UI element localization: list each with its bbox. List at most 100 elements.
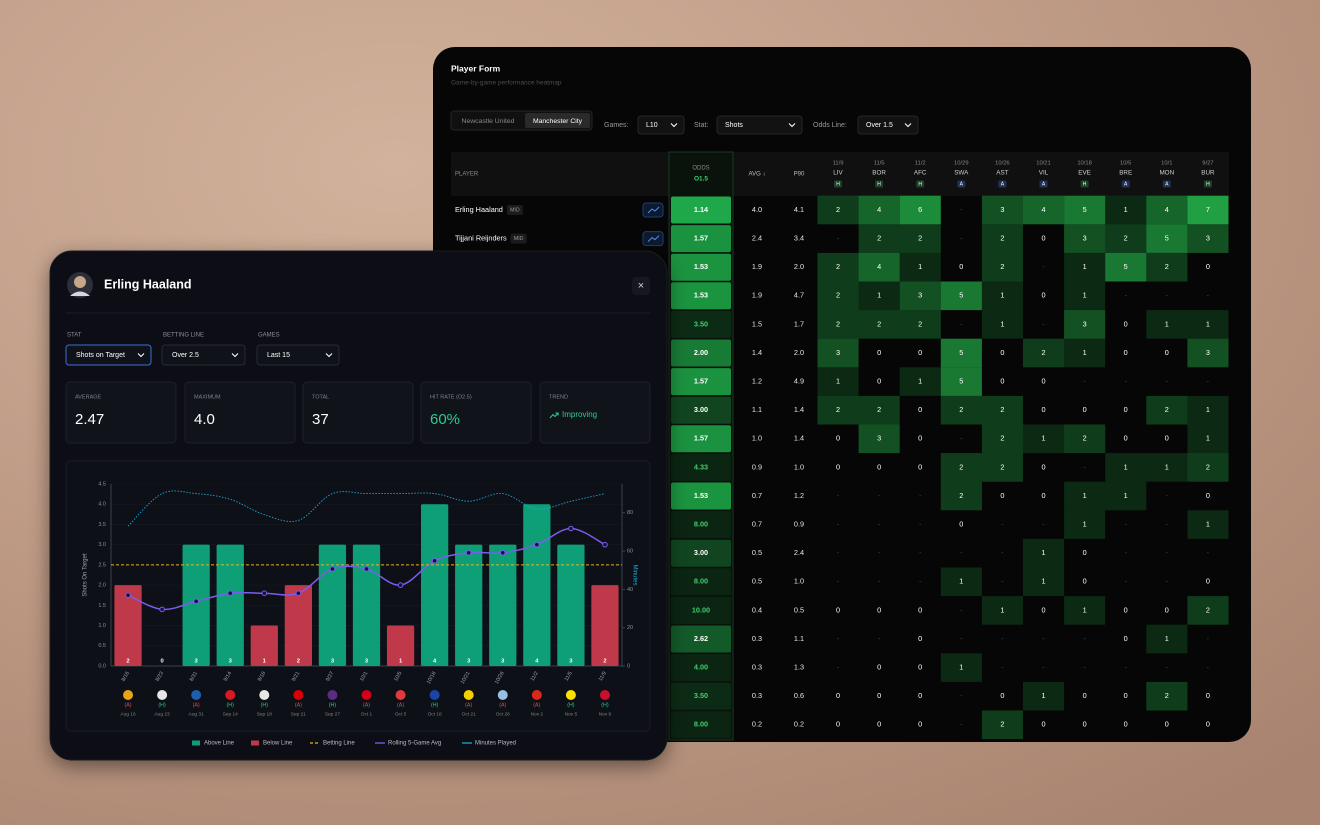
cell-value: 0 xyxy=(1083,405,1087,414)
game-date: 10/1 xyxy=(1161,161,1172,167)
heat-cell xyxy=(981,453,1023,482)
heat-cell xyxy=(858,224,900,253)
p90-value: 1.3 xyxy=(794,663,804,672)
cell-value: 1 xyxy=(1083,520,1087,529)
cell-value: 2 xyxy=(836,205,840,214)
x-tick-label: 11/9 xyxy=(598,671,608,683)
cell-value: 1 xyxy=(836,377,840,386)
date-label: Aug 23 xyxy=(154,711,170,717)
p90-value: 1.4 xyxy=(794,405,804,414)
odds-value: 8.00 xyxy=(694,720,708,729)
col-header: PLAYER xyxy=(455,172,479,178)
panel-subtitle: Game-by-game performance heatmap xyxy=(451,80,562,87)
odds-value: 8.00 xyxy=(694,577,708,586)
heat-cell xyxy=(858,195,900,225)
rolling-marker xyxy=(431,558,438,564)
cell-value: - xyxy=(878,577,881,586)
venue-label: (A) xyxy=(465,702,472,708)
filter-select[interactable] xyxy=(716,115,803,135)
heat-cell xyxy=(899,367,941,396)
venue-badge xyxy=(957,180,966,188)
heat-cell xyxy=(1146,453,1188,482)
heat-cell xyxy=(1064,424,1106,454)
p90-value: 0.6 xyxy=(794,691,804,700)
cell-value: - xyxy=(1083,634,1086,643)
cell-value: 1 xyxy=(1124,462,1128,471)
cell-value: 2 xyxy=(959,491,963,500)
avg-value: 1.4 xyxy=(752,348,762,357)
x-tick-label: 8/16 xyxy=(121,671,131,683)
avg-value: 0.5 xyxy=(752,548,762,557)
close-button[interactable] xyxy=(632,277,650,295)
cell-value: - xyxy=(960,319,963,328)
legend-label: Betting Line xyxy=(323,741,355,747)
filter-select[interactable] xyxy=(65,344,152,366)
heat-cell xyxy=(1187,424,1229,454)
rolling-marker xyxy=(295,590,302,597)
odds-value: 2.62 xyxy=(694,634,708,643)
venue-badge xyxy=(834,180,842,188)
game-date: 9/27 xyxy=(1202,161,1213,167)
x-tick-label: 8/23 xyxy=(155,671,165,683)
filter-label: Games: xyxy=(604,122,629,129)
rolling-marker xyxy=(397,582,404,588)
heat-cell xyxy=(858,310,900,339)
odds-cell xyxy=(671,625,731,653)
odds-value: 4.33 xyxy=(694,462,708,471)
y2-tick-label: 40 xyxy=(627,587,633,593)
cell-value: 0 xyxy=(836,462,840,471)
cell-value: 1 xyxy=(1124,491,1128,500)
heat-cell xyxy=(981,252,1023,282)
cell-value: - xyxy=(1083,663,1086,672)
cell-value: 2 xyxy=(877,234,881,243)
odds-cell xyxy=(671,682,731,710)
team-tab[interactable]: Manchester City xyxy=(533,118,583,125)
filter-select[interactable] xyxy=(256,344,340,366)
cell-value: 0 xyxy=(1000,377,1004,386)
game-opponent: BRE xyxy=(1119,170,1132,177)
cell-value: 1 xyxy=(877,291,881,300)
col-header: O1.5 xyxy=(694,176,708,183)
heat-cell xyxy=(940,653,982,682)
cell-value: 2 xyxy=(1206,462,1210,471)
heat-cell xyxy=(899,281,941,311)
cell-value: 7 xyxy=(1206,205,1210,214)
heat-cell xyxy=(1146,395,1188,425)
cell-value: 1 xyxy=(1000,605,1004,614)
filter-value: Over 2.5 xyxy=(172,352,199,359)
cell-value: - xyxy=(1166,663,1169,672)
bar xyxy=(216,544,244,666)
heat-cell xyxy=(1187,596,1229,625)
p90-value: 2.0 xyxy=(794,262,804,271)
odds-cell xyxy=(671,539,731,567)
cell-value: 0 xyxy=(836,720,840,729)
filter-select[interactable] xyxy=(857,115,919,135)
game-opponent: MON xyxy=(1159,170,1174,177)
filter-select[interactable] xyxy=(637,115,685,135)
position-badge xyxy=(510,233,527,244)
bar-label: 2 xyxy=(603,659,606,665)
heat-cell xyxy=(940,395,982,425)
cell-value: - xyxy=(960,720,963,729)
team-tab[interactable]: Newcastle United xyxy=(462,118,515,125)
filter-select[interactable] xyxy=(161,344,246,366)
cell-value: 0 xyxy=(918,663,922,672)
heat-cell xyxy=(1187,195,1229,225)
odds-value: 1.57 xyxy=(694,434,708,443)
odds-value: 1.14 xyxy=(694,205,709,214)
chevron-icon xyxy=(670,123,678,128)
cell-value: 2 xyxy=(1000,405,1004,414)
cell-value: 6 xyxy=(918,205,922,214)
heat-cell xyxy=(1105,224,1147,253)
filter-value: Last 15 xyxy=(267,352,290,359)
cell-value: 2 xyxy=(836,319,840,328)
cell-value: 0 xyxy=(877,720,881,729)
heat-cell xyxy=(899,252,941,282)
cell-value: 1 xyxy=(1041,691,1045,700)
stat-card xyxy=(539,381,651,444)
team-logo xyxy=(462,689,475,701)
odds-value: 2.00 xyxy=(694,348,708,357)
heat-cell xyxy=(981,224,1023,253)
cell-value: - xyxy=(1124,577,1127,586)
game-date: 10/29 xyxy=(954,161,969,167)
